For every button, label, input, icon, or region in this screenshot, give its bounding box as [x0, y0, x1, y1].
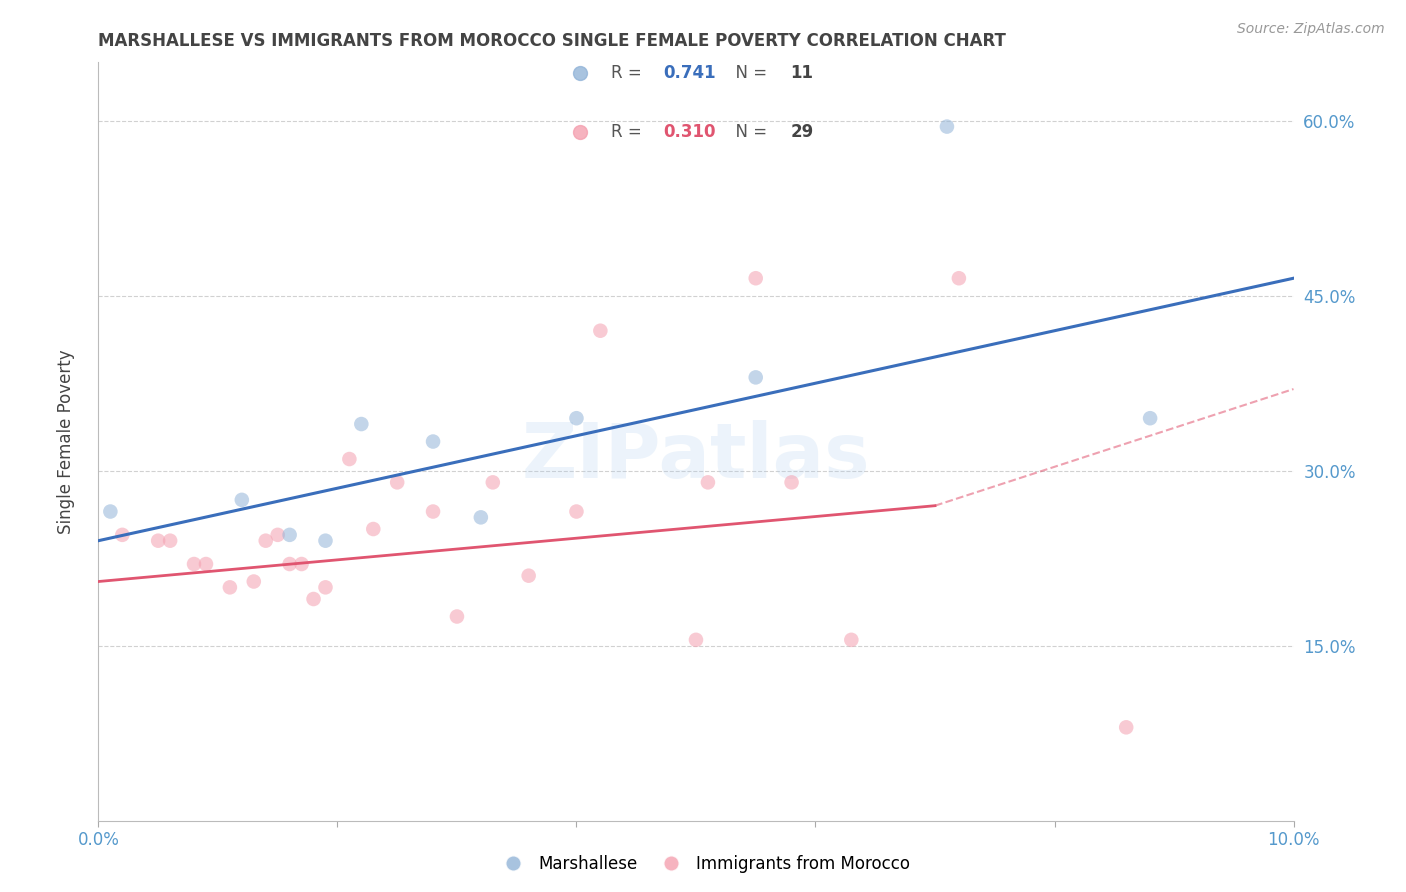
Point	[291, 557, 314, 571]
Text: ZIPatlas: ZIPatlas	[522, 420, 870, 493]
Point	[302, 592, 325, 607]
Point	[350, 417, 373, 431]
Point	[267, 528, 290, 542]
Point	[111, 528, 134, 542]
Point	[1139, 411, 1161, 425]
Point	[148, 533, 170, 548]
Point	[195, 557, 218, 571]
Point	[278, 528, 301, 542]
Point	[183, 557, 205, 571]
Point	[385, 475, 409, 490]
Legend: Marshallese, Immigrants from Morocco: Marshallese, Immigrants from Morocco	[489, 848, 917, 880]
Point	[745, 271, 768, 285]
Text: 11: 11	[790, 64, 814, 82]
Text: Source: ZipAtlas.com: Source: ZipAtlas.com	[1237, 22, 1385, 37]
Point	[482, 475, 505, 490]
Text: 29: 29	[790, 123, 814, 141]
Point	[470, 510, 492, 524]
Point	[565, 411, 588, 425]
Point	[315, 580, 337, 594]
Point	[517, 568, 540, 582]
Point	[231, 492, 253, 507]
Text: R =: R =	[612, 123, 647, 141]
Point	[697, 475, 720, 490]
Point	[422, 434, 444, 449]
Point	[243, 574, 266, 589]
Point	[159, 533, 181, 548]
Point	[841, 632, 863, 647]
Point	[1115, 720, 1137, 734]
Point	[363, 522, 385, 536]
Point	[278, 557, 301, 571]
Text: N =: N =	[725, 123, 773, 141]
Point	[254, 533, 277, 548]
Point	[98, 504, 122, 518]
Point	[948, 271, 970, 285]
Point	[565, 504, 588, 518]
Point	[745, 370, 768, 384]
Point	[936, 120, 959, 134]
Text: R =: R =	[612, 64, 647, 82]
Text: 0.310: 0.310	[664, 123, 716, 141]
Point	[446, 609, 468, 624]
Point	[339, 452, 361, 467]
Point	[315, 533, 337, 548]
Point	[422, 504, 444, 518]
Point	[780, 475, 803, 490]
Text: 0.741: 0.741	[664, 64, 716, 82]
Point	[219, 580, 242, 594]
Text: N =: N =	[725, 64, 773, 82]
Y-axis label: Single Female Poverty: Single Female Poverty	[56, 350, 75, 533]
Point	[685, 632, 707, 647]
Text: MARSHALLESE VS IMMIGRANTS FROM MOROCCO SINGLE FEMALE POVERTY CORRELATION CHART: MARSHALLESE VS IMMIGRANTS FROM MOROCCO S…	[98, 32, 1007, 50]
Point	[589, 324, 612, 338]
